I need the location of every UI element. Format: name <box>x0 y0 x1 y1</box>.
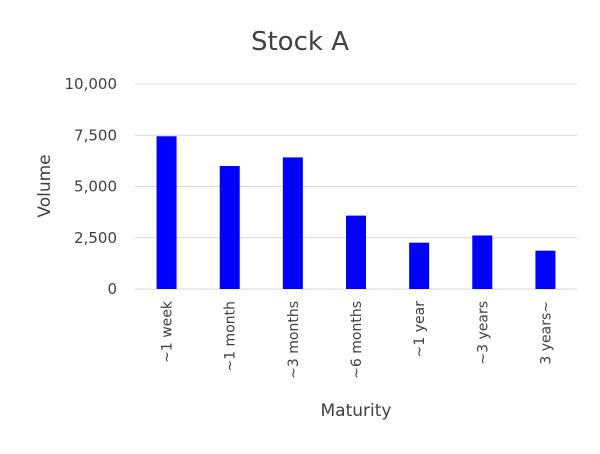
x-tick-label: ~1 week <box>160 300 176 363</box>
bar <box>472 235 493 289</box>
x-tick-label: ~1 month <box>223 301 239 372</box>
x-tick-label: ~6 months <box>349 301 365 379</box>
x-tick-label: ~3 months <box>286 301 302 379</box>
x-tick-label: ~3 years <box>475 301 491 365</box>
x-tick-label: ~1 year <box>412 301 428 358</box>
bar <box>409 242 430 289</box>
y-tick-label: 2,500 <box>74 229 117 247</box>
x-axis-label: Maturity <box>321 401 392 421</box>
y-tick-label: 0 <box>107 280 117 298</box>
bars <box>156 136 556 289</box>
gridlines <box>135 83 577 290</box>
chart-title: Stock A <box>251 27 349 57</box>
x-tick-label: 3 years~ <box>538 301 554 365</box>
bar <box>156 136 177 289</box>
y-axis-label: Volume <box>35 154 55 217</box>
bar <box>219 166 240 289</box>
bar <box>282 157 303 289</box>
bar <box>535 250 556 289</box>
bar <box>346 215 366 289</box>
y-tick-label: 7,500 <box>74 126 117 144</box>
y-tick-label: 5,000 <box>74 178 117 196</box>
x-axis-ticks: ~1 week ~1 month ~3 months ~6 months ~1 year… <box>160 300 555 379</box>
y-axis-ticks: 0 2,500 5,000 7,500 10,000 <box>65 75 118 298</box>
y-tick-label: 10,000 <box>65 75 118 93</box>
